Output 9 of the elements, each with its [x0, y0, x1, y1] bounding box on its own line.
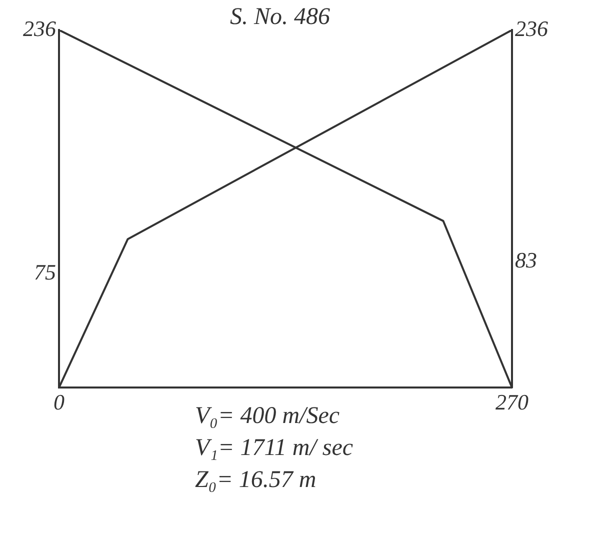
chart-title: S. No. 486 [230, 4, 330, 31]
y2-tick-label: 236 [515, 16, 548, 41]
text: V₀= 400 m/Sec [195, 402, 341, 431]
text: V₁= 1711 m/ sec [195, 434, 354, 463]
y-tick-label: 75 [34, 260, 56, 285]
x-tick-label: 0 [54, 390, 64, 415]
text: Z₀= 16.57 m [195, 466, 318, 495]
y2-tick-label: 83 [515, 248, 537, 273]
x-tick-label: 270 [496, 390, 528, 415]
